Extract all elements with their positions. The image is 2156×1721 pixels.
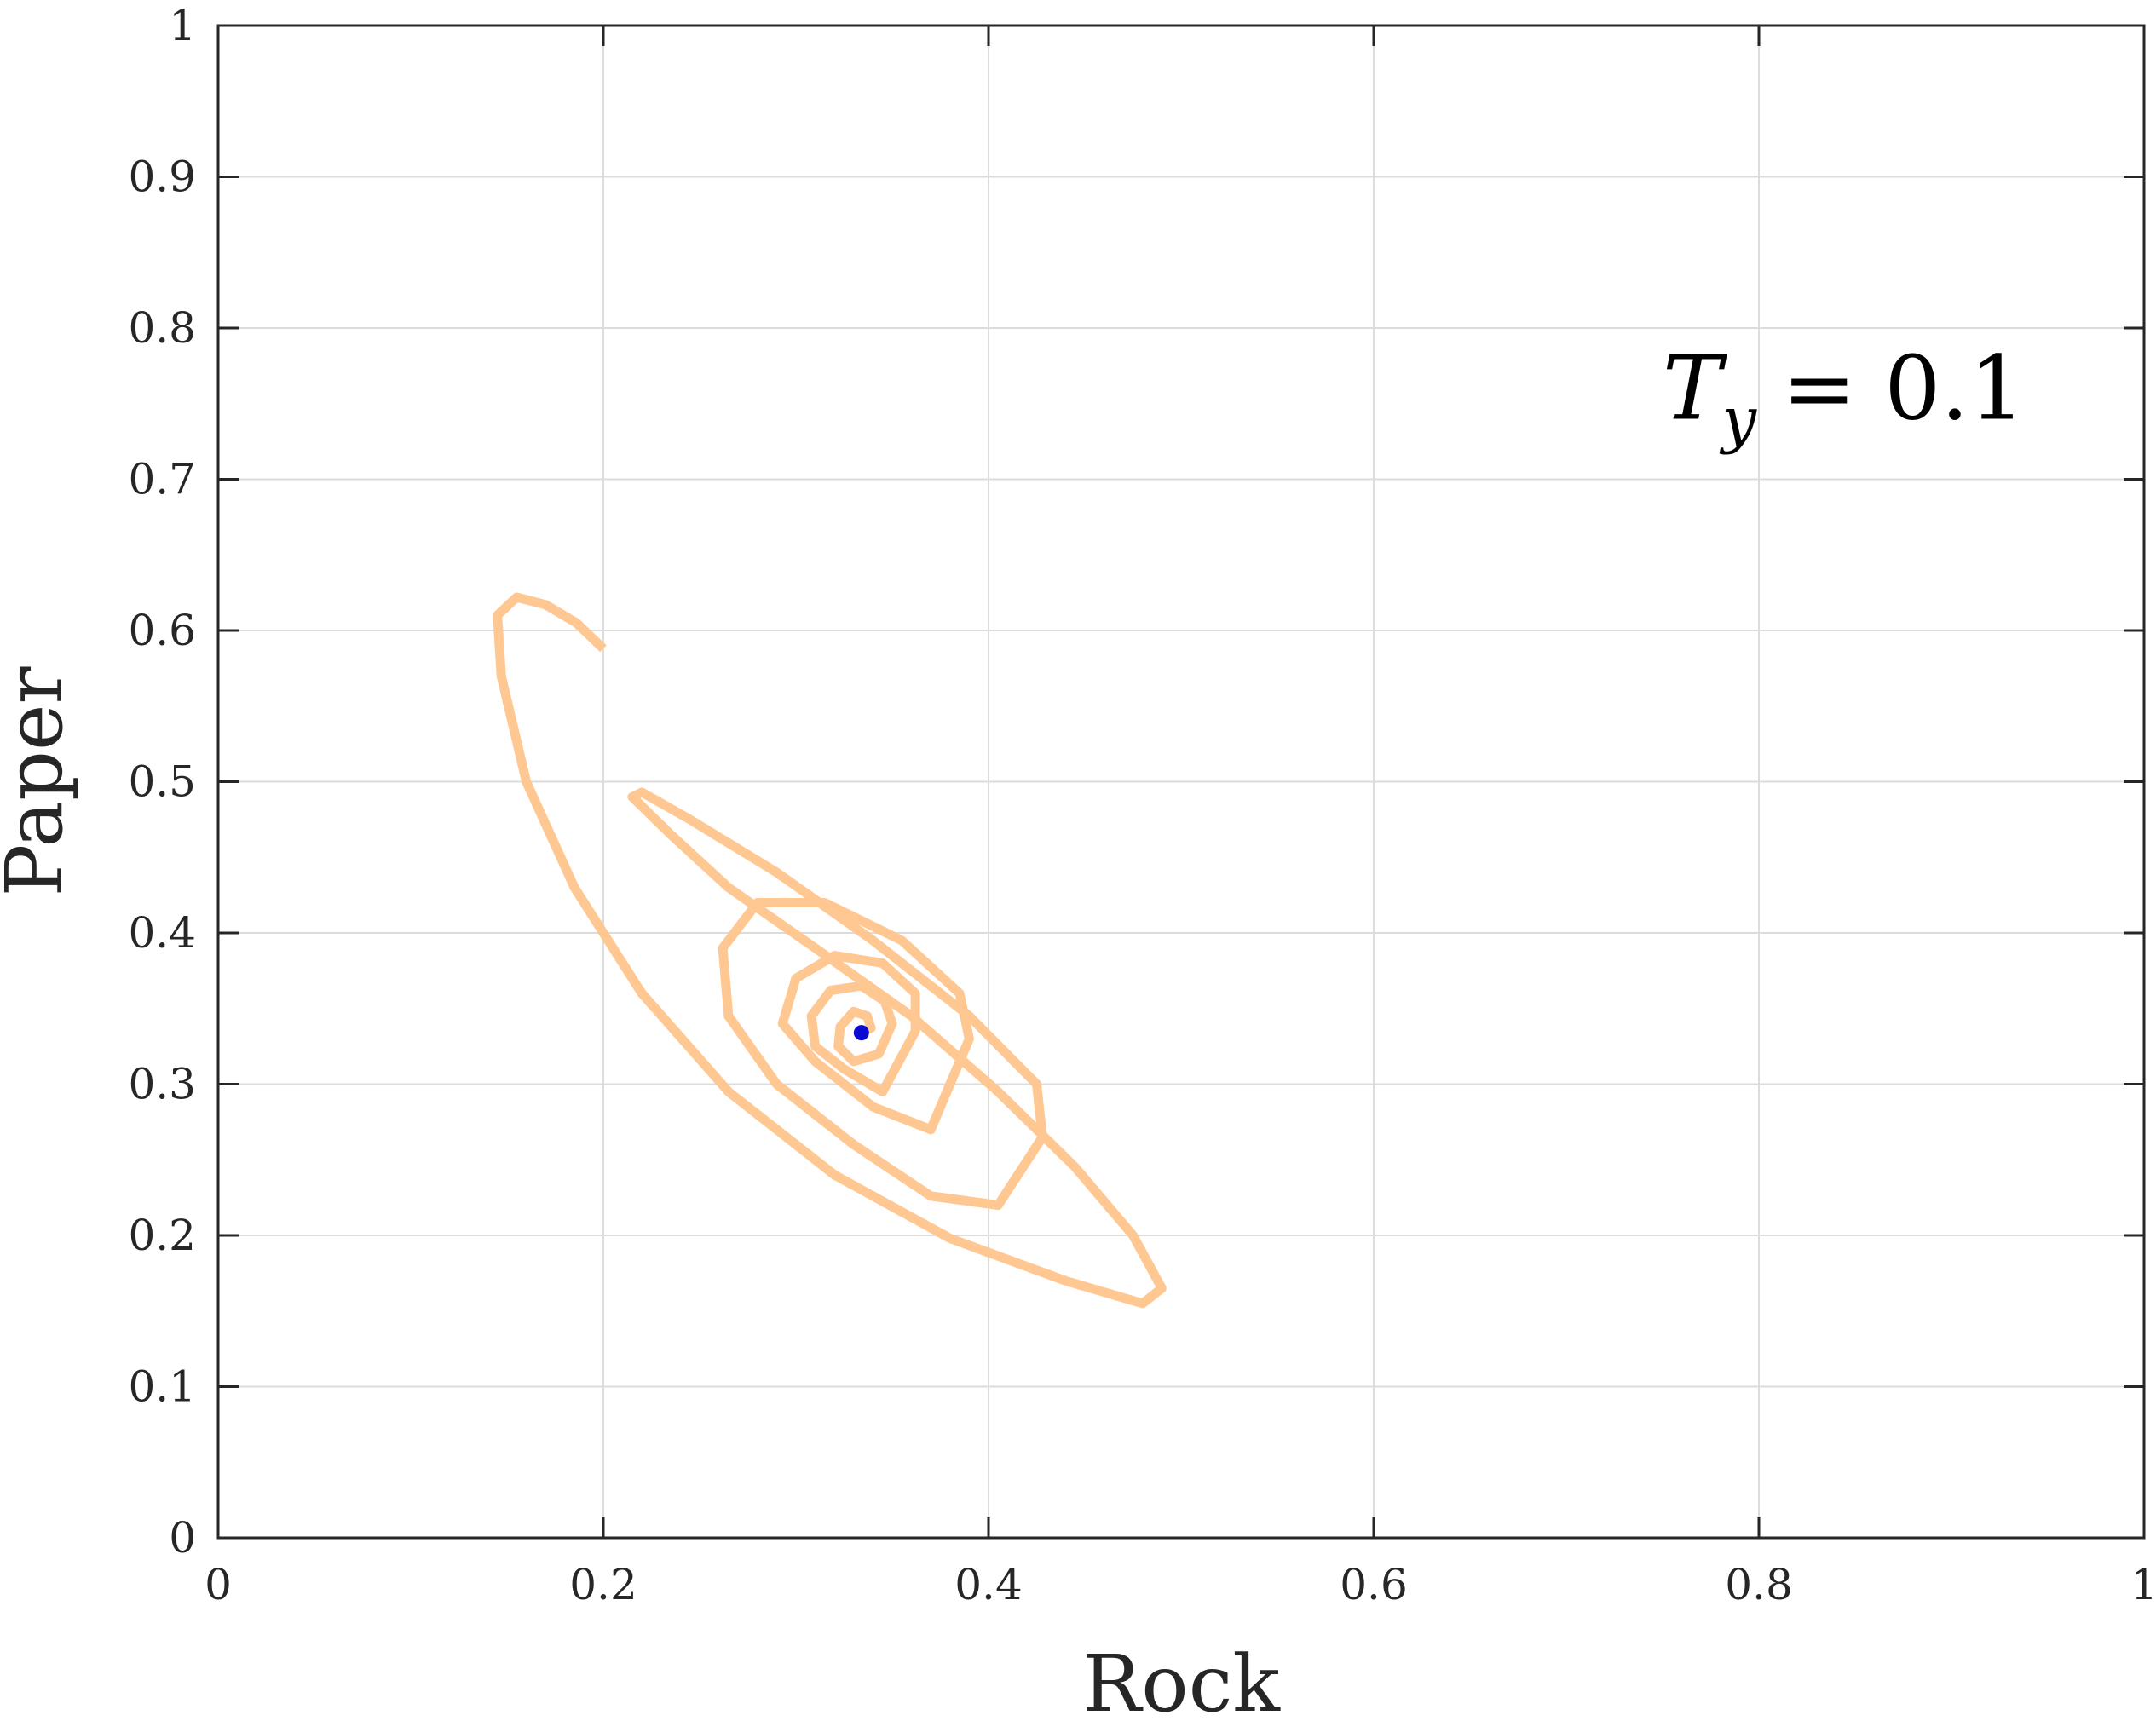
axes: 0 0.2 0.4 0.6 0.8 1 0 0.1 0.2 0.3 0.4 0.5 0.6 0.7 0.8 0… xyxy=(128,1,2156,1609)
y-tick-label: 0.6 xyxy=(128,606,196,655)
x-tick-label: 0.4 xyxy=(954,1560,1023,1609)
x-tick-label: 0 xyxy=(205,1560,232,1609)
x-tick-label: 0.6 xyxy=(1340,1560,1408,1609)
labels: Rock Paper Ty = 0.1 xyxy=(0,337,2026,1721)
parameter-annotation: Ty = 0.1 xyxy=(1663,337,2026,456)
plot-data xyxy=(493,592,1167,1309)
x-tick-label: 1 xyxy=(2130,1560,2156,1609)
y-tick-label: 0.5 xyxy=(128,757,196,807)
y-tick-label: 0.2 xyxy=(128,1211,196,1260)
y-tick-label: 0.3 xyxy=(128,1060,196,1109)
y-tick-label: 0.4 xyxy=(128,908,196,958)
y-tick-label: 1 xyxy=(169,1,196,50)
y-tick-label: 0.1 xyxy=(128,1362,196,1412)
equilibrium-point xyxy=(853,1025,869,1041)
y-tick-label: 0 xyxy=(169,1513,196,1563)
annotation-equation: = 0.1 xyxy=(1782,337,2026,440)
y-axis-label: Paper xyxy=(0,667,80,897)
annotation-variable: T xyxy=(1663,337,1727,440)
x-tick-label: 0.8 xyxy=(1725,1560,1793,1609)
trajectory-line xyxy=(493,592,1167,1309)
x-tick-label: 0.2 xyxy=(569,1560,637,1609)
y-tick-label: 0.7 xyxy=(128,455,196,504)
x-axis-label: Rock xyxy=(1082,1638,1281,1721)
y-tick-label: 0.8 xyxy=(128,303,196,353)
annotation-subscript: y xyxy=(1719,384,1757,456)
grid xyxy=(218,26,2144,1538)
y-tick-label: 0.9 xyxy=(128,153,196,202)
